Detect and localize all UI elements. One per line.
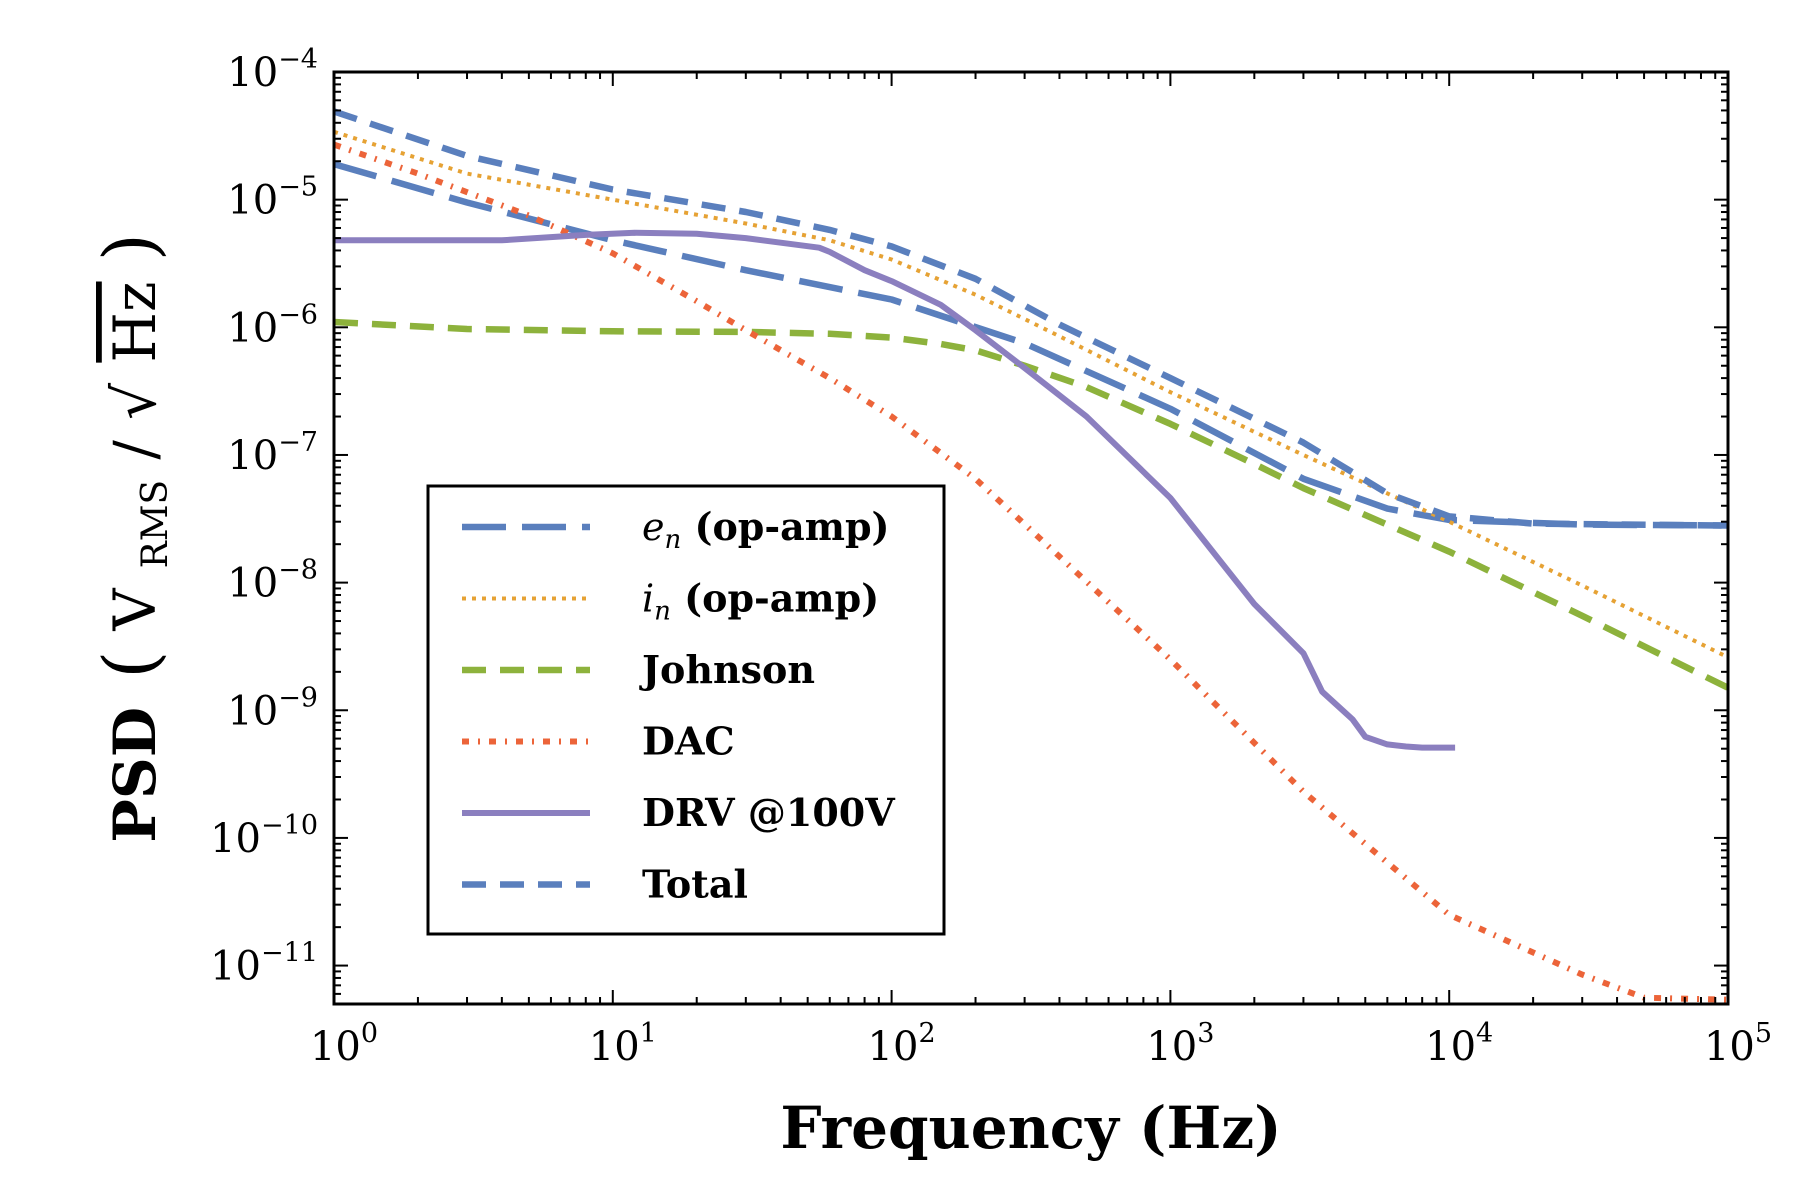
y-axis-title-slash: / [101,440,169,460]
y-axis-title-unit-v: V [101,588,169,632]
y-axis-title-unit-sub: RMS [135,480,176,569]
series-line-3 [334,318,1728,691]
y-axis-title-hz: Hz [101,282,169,363]
y-tick-label: 10−10 [210,810,318,862]
x-tick-label: 101 [589,1018,657,1070]
x-tick-labels: 100 101 102 103 104 105 [310,1018,1772,1070]
y-tick-labels: 10−4 10−5 10−6 10−7 10−8 10−9 10−10 10−11 [210,44,318,990]
legend-label: Total [642,862,748,907]
legend: en (op-amp) in (op-amp) Johnson DAC DRV @100… [426,484,946,936]
y-axis-title-psd: PSD [101,707,169,843]
y-tick-label: 10−7 [227,427,318,479]
legend-label: Johnson [639,647,815,692]
series-line-6 [334,108,1728,529]
x-tick-label: 103 [1146,1018,1214,1070]
y-tick-label: 10−6 [227,299,318,351]
legend-label: DAC [642,719,735,764]
x-axis-title: Frequency (Hz) [780,1094,1281,1162]
x-tick-label: 100 [310,1018,378,1070]
y-axis-title-text: PSD ( V RMS / √ Hz ) [88,233,181,843]
y-axis-title-close-paren: ) [88,233,172,261]
x-tick-label: 104 [1425,1018,1493,1070]
y-axis-title: PSD ( V RMS / √ Hz ) [88,233,181,843]
y-tick-label: 10−9 [227,682,318,734]
y-axis-title-open-paren: ( [88,651,172,679]
y-tick-label: 10−5 [227,172,318,224]
y-axis-title-sqrt: √ [101,383,169,420]
legend-entries: en (op-amp) in (op-amp) Johnson DAC DRV @100… [462,504,896,907]
legend-label: en (op-amp) [642,504,890,555]
series-line-1 [334,160,1728,529]
y-tick-label: 10−8 [227,555,318,607]
ticks-layer [333,71,1729,1004]
series-line-5 [334,229,1456,751]
y-tick-label: 10−11 [210,938,318,990]
legend-box [426,484,946,936]
y-tick-label: 10−4 [227,44,318,96]
series-layer [334,108,1728,1003]
x-tick-label: 102 [868,1018,936,1070]
legend-label: in (op-amp) [642,576,879,627]
x-tick-label: 105 [1704,1018,1772,1070]
legend-label: DRV @100V [642,790,896,835]
plot-frame [332,70,1730,1006]
